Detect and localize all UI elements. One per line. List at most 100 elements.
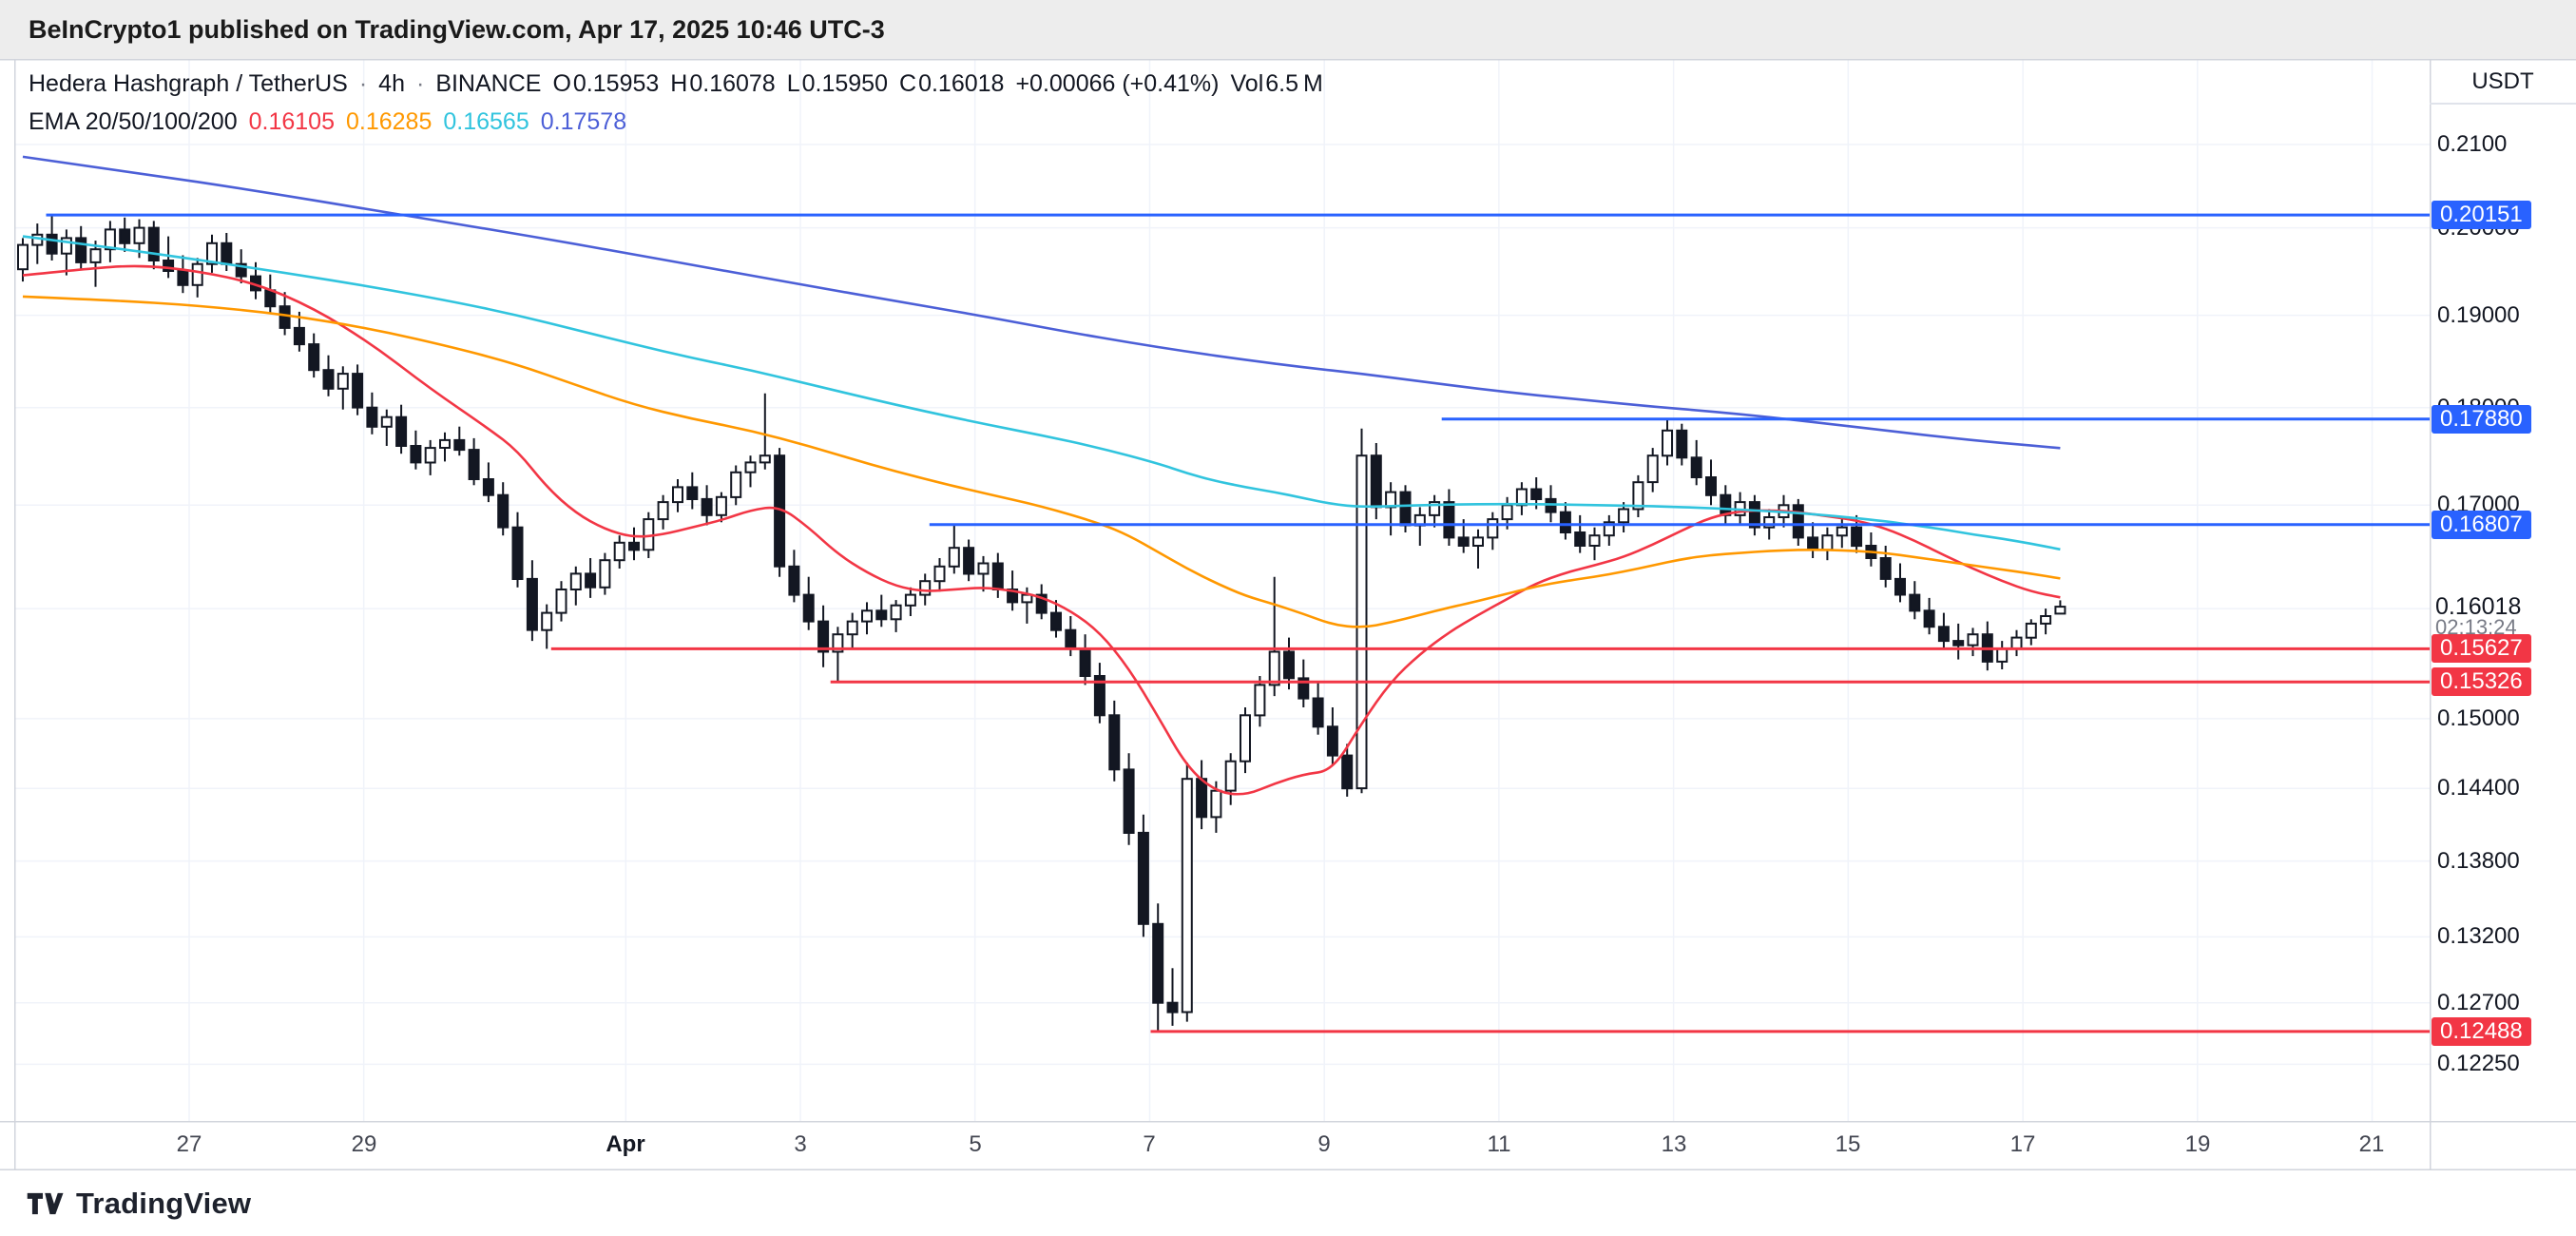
- candle: [541, 611, 553, 631]
- candle: [395, 415, 408, 448]
- candle: [715, 495, 727, 516]
- candle: [1588, 534, 1601, 548]
- candle: [1181, 778, 1193, 1014]
- time-label-19: 19: [2184, 1131, 2211, 1157]
- candle: [919, 580, 932, 596]
- candle: [1515, 488, 1528, 507]
- candle: [1603, 521, 1615, 537]
- candle: [1035, 593, 1048, 614]
- candle: [585, 572, 597, 589]
- candle: [613, 541, 625, 562]
- candle: [163, 260, 175, 272]
- candle: [817, 620, 830, 653]
- low-value: L 0.15950: [786, 69, 888, 97]
- ema-200-line: [22, 155, 2061, 450]
- level-badge-0.16807: 0.16807: [2432, 511, 2531, 539]
- time-scale[interactable]: 27 29 Apr 3 5 7 9 11 13 15 17 19 21: [0, 1122, 2430, 1170]
- candle: [221, 241, 233, 265]
- candle: [424, 447, 436, 464]
- candle: [1952, 640, 1965, 647]
- candle: [380, 415, 393, 428]
- attribution-text: BeInCrypto1 published on TradingView.com…: [29, 15, 885, 44]
- ema-indicator-label[interactable]: EMA 20/50/100/200: [29, 107, 238, 135]
- level-badge-0.17880: 0.17880: [2432, 405, 2531, 434]
- price-label-0.12700: 0.12700: [2437, 990, 2520, 1015]
- currency-label: USDT: [2471, 68, 2534, 94]
- candle: [1792, 504, 1804, 539]
- candle: [1720, 493, 1732, 516]
- candle: [832, 633, 844, 653]
- candle: [2010, 636, 2023, 649]
- candle: [322, 369, 335, 390]
- candle: [948, 547, 960, 568]
- chart-legend: Hedera Hashgraph / TetherUS · 4h · BINAN…: [29, 67, 1323, 139]
- candle: [1836, 526, 1848, 537]
- candle: [1851, 526, 1863, 548]
- candle: [686, 486, 699, 500]
- price-label-0.14400: 0.14400: [2437, 775, 2520, 801]
- chart-frame: [0, 59, 2576, 1170]
- candle: [963, 547, 975, 575]
- candle: [1690, 456, 1702, 478]
- candle: [264, 289, 277, 308]
- level-badge-0.15326: 0.15326: [2432, 667, 2531, 696]
- candle: [1355, 454, 1368, 790]
- time-label-21: 21: [2358, 1131, 2385, 1157]
- candle: [1065, 628, 1077, 650]
- candle: [453, 438, 466, 452]
- candle: [1879, 557, 1892, 580]
- candle: [1821, 534, 1834, 551]
- candle: [1501, 504, 1513, 521]
- bar-close-countdown: 02:13:24: [2435, 615, 2517, 639]
- current-price-label: 0.16018: [2435, 593, 2527, 620]
- candle: [497, 493, 509, 529]
- close-value: C 0.16018: [899, 69, 1005, 97]
- candlestick-chart[interactable]: [0, 59, 2576, 1171]
- candle: [206, 241, 218, 265]
- candle: [1298, 677, 1310, 700]
- time-label-7: 7: [1143, 1131, 1156, 1157]
- volume-value: Vol 6.5 M: [1230, 69, 1323, 97]
- gridlines: [14, 59, 2430, 1121]
- price-scale[interactable]: USDT 0.21000.200000.190000.180000.170000…: [2430, 59, 2576, 1170]
- candle: [933, 565, 946, 583]
- candle: [1937, 626, 1950, 643]
- candle: [2025, 622, 2037, 639]
- candle: [1254, 684, 1266, 717]
- chart-area[interactable]: Hedera Hashgraph / TetherUS · 4h · BINAN…: [0, 59, 2576, 1171]
- candle: [235, 262, 247, 278]
- interval-label[interactable]: 4h: [378, 69, 405, 97]
- tradingview-wordmark[interactable]: TradingView: [76, 1187, 252, 1220]
- price-scale-currency-toggle[interactable]: USDT: [2430, 59, 2576, 105]
- symbol-title[interactable]: Hedera Hashgraph / TetherUS: [29, 69, 348, 97]
- time-label-11: 11: [1487, 1131, 1511, 1157]
- candle: [759, 454, 771, 464]
- candle: [846, 620, 858, 636]
- candle: [1224, 760, 1237, 792]
- price-label-0.15000: 0.15000: [2437, 705, 2520, 731]
- candle: [1632, 481, 1644, 511]
- candle: [308, 343, 320, 372]
- tradingview-logo-icon[interactable]: [27, 1191, 65, 1216]
- candle: [802, 593, 815, 623]
- candle: [1457, 536, 1470, 547]
- candle: [569, 572, 582, 591]
- candle: [482, 478, 494, 496]
- candle: [1662, 429, 1673, 457]
- level-badge-0.15627: 0.15627: [2432, 634, 2531, 663]
- candle: [177, 270, 189, 286]
- candle: [875, 609, 888, 621]
- time-label-17: 17: [2009, 1131, 2036, 1157]
- candle: [1894, 577, 1906, 596]
- candle: [1283, 650, 1295, 680]
- candle: [1487, 518, 1499, 539]
- candle: [191, 262, 203, 286]
- candle: [75, 237, 87, 263]
- candle: [1443, 501, 1455, 539]
- time-label-15: 15: [1835, 1131, 1861, 1157]
- candle: [1341, 754, 1354, 790]
- ema-100-line: [22, 235, 2061, 551]
- candle: [1399, 491, 1412, 527]
- candle: [1472, 536, 1484, 547]
- candle: [1210, 789, 1222, 819]
